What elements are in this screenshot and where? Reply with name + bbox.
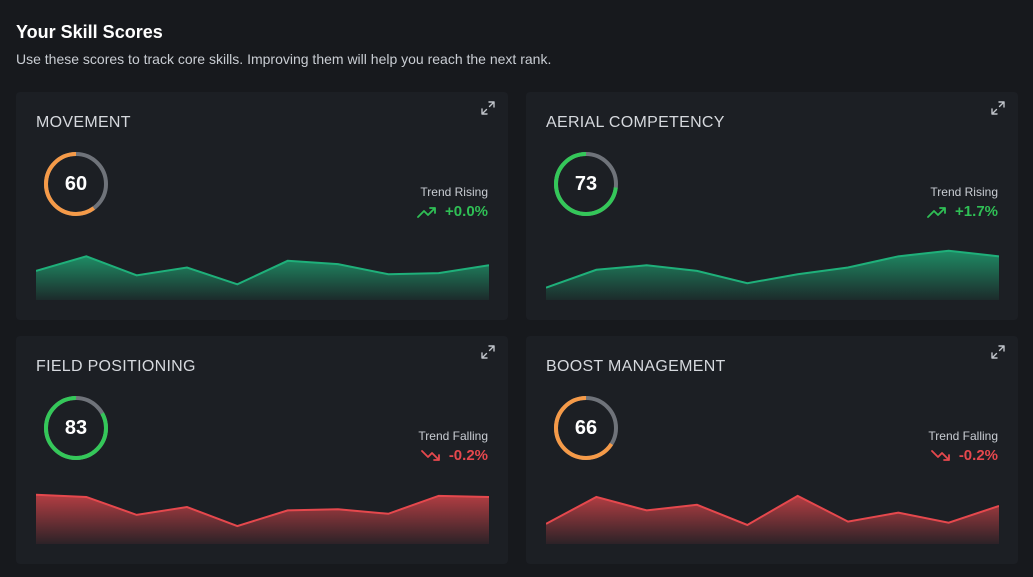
score-ring: 73 (552, 150, 620, 218)
score-value: 73 (574, 173, 598, 195)
trend-down-icon (930, 449, 951, 463)
page-title: Your Skill Scores (16, 22, 163, 42)
skill-card-field-positioning: FIELD POSITIONING 83 Trend Falling -0.2% (16, 336, 508, 564)
expand-icon[interactable] (990, 344, 1006, 360)
trend-indicator: Trend Rising +0.0% (417, 184, 488, 222)
card-title: MOVEMENT (36, 114, 131, 131)
trend-value: -0.2% (448, 447, 488, 464)
sparkline-chart (546, 249, 999, 300)
trend-up-icon (927, 205, 947, 219)
sparkline-area (546, 250, 999, 300)
sparkline-chart (36, 493, 489, 544)
trend-value: -0.2% (958, 447, 998, 464)
score-arc (44, 396, 108, 460)
expand-icon[interactable] (990, 100, 1006, 116)
score-arc (554, 152, 618, 216)
sparkline-line (546, 249, 999, 289)
expand-icon[interactable] (480, 344, 496, 360)
trend-label: Trend Falling (418, 429, 488, 443)
skill-card-movement: MOVEMENT 60 Trend Rising +0.0% (16, 92, 508, 320)
sparkline-area (36, 256, 489, 300)
sparkline-area (36, 494, 489, 544)
score-value: 60 (64, 173, 88, 195)
score-ring: 60 (42, 150, 110, 218)
skill-cards-grid: MOVEMENT 60 Trend Rising +0.0% AERIAL CO… (16, 92, 1020, 564)
sparkline-area (546, 495, 999, 544)
sparkline-line (546, 494, 999, 527)
score-arc (44, 152, 108, 216)
card-title: BOOST MANAGEMENT (546, 358, 726, 375)
sparkline-line (36, 255, 489, 286)
trend-down-icon (420, 449, 441, 463)
trend-label: Trend Rising (420, 185, 488, 199)
skill-card-boost-management: BOOST MANAGEMENT 66 Trend Falling -0.2% (526, 336, 1018, 564)
score-ring: 83 (42, 394, 110, 462)
trend-indicator: Trend Falling -0.2% (418, 428, 488, 466)
score-arc (554, 396, 618, 460)
page-subtitle: Use these scores to track core skills. I… (16, 51, 552, 67)
expand-icon[interactable] (480, 100, 496, 116)
trend-value: +1.7% (955, 203, 998, 220)
trend-indicator: Trend Falling -0.2% (928, 428, 998, 466)
score-ring: 66 (552, 394, 620, 462)
trend-label: Trend Rising (930, 185, 998, 199)
score-value: 66 (574, 417, 598, 439)
sparkline-chart (546, 494, 999, 544)
trend-value: +0.0% (445, 203, 488, 220)
sparkline-chart (36, 255, 489, 300)
trend-up-icon (417, 205, 437, 219)
sparkline-line (36, 493, 489, 528)
skill-card-aerial-competency: AERIAL COMPETENCY 73 Trend Rising +1.7% (526, 92, 1018, 320)
trend-indicator: Trend Rising +1.7% (927, 184, 998, 222)
header: Your Skill Scores Use these scores to tr… (16, 20, 551, 68)
score-value: 83 (64, 417, 88, 439)
trend-label: Trend Falling (928, 429, 998, 443)
card-title: AERIAL COMPETENCY (546, 114, 725, 131)
card-title: FIELD POSITIONING (36, 358, 196, 375)
